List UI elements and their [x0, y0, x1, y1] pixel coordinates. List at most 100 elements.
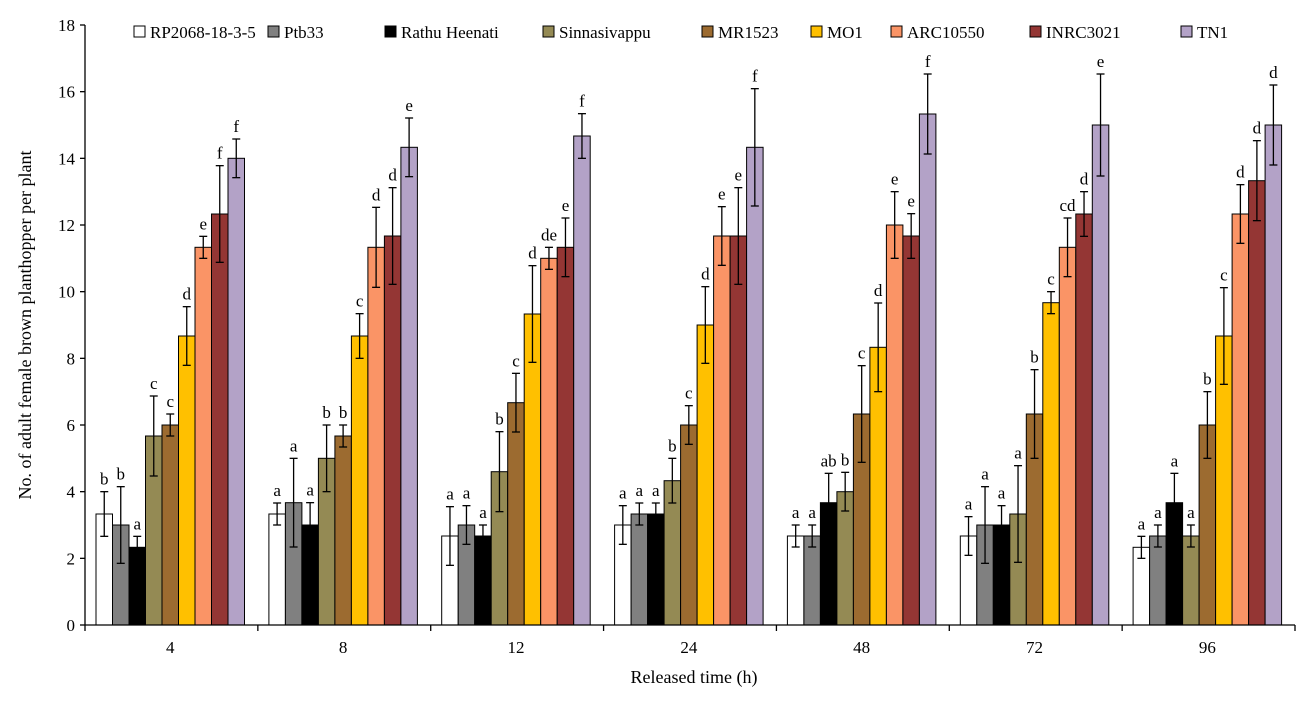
error-bar-mr1523-72 [1030, 369, 1039, 459]
y-tick-label: 12 [58, 216, 75, 235]
bar-sinnasivappu-48 [836, 491, 854, 626]
bar-rp2068-18-3-5-8 [268, 513, 286, 626]
error-bar-inrc3021-4 [215, 165, 224, 263]
significance-label: a [290, 436, 298, 455]
error-bar-sinnasivappu-4 [149, 395, 158, 477]
significance-label: a [306, 481, 314, 500]
y-axis-title: No. of adult female brown planthopper pe… [15, 151, 35, 500]
bar-inrc3021-96 [1248, 180, 1266, 626]
legend-swatch [1029, 25, 1042, 38]
bar-tn1-48 [918, 113, 937, 626]
legend-item-arc10550: ARC10550 [890, 23, 984, 42]
significance-label: b [117, 465, 126, 484]
error-bar-mo1-48 [874, 302, 883, 393]
bar-mr1523-4 [161, 424, 179, 626]
x-tick-label: 4 [166, 638, 175, 657]
error-bar-sinnasivappu-24 [668, 457, 677, 504]
legend-label: TN1 [1197, 23, 1228, 42]
bar-arc10550-12 [540, 257, 558, 626]
legend-item-tn1: TN1 [1180, 23, 1228, 42]
x-tick-label: 12 [507, 638, 524, 657]
bar-mo1-24 [696, 324, 715, 626]
bar-arc10550-48 [885, 224, 904, 626]
error-bar-tn1-96 [1269, 84, 1278, 166]
y-tick-label: 0 [67, 616, 76, 635]
error-bar-ptb33-12 [462, 505, 471, 545]
error-bar-sinnasivappu-48 [841, 471, 850, 512]
significance-label: d [528, 244, 537, 263]
y-tick-label: 4 [67, 483, 76, 502]
legend-item-inrc3021: INRC3021 [1029, 23, 1121, 42]
error-bar-tn1-4 [232, 138, 241, 179]
bar-arc10550-8 [367, 246, 385, 626]
y-tick-label: 6 [67, 416, 76, 435]
significance-label: d [1253, 119, 1262, 138]
bar-tn1-4 [227, 157, 245, 626]
error-bar-tn1-8 [405, 117, 414, 178]
legend-swatch [384, 25, 397, 38]
significance-label: f [925, 52, 931, 71]
x-axis-title: Released time (h) [631, 667, 758, 688]
legend-label: ARC10550 [907, 23, 984, 42]
bar-inrc3021-72 [1075, 213, 1093, 626]
bar-tn1-72 [1091, 124, 1110, 626]
error-bar-rathu-heenati-24 [651, 502, 660, 526]
error-bar-mr1523-24 [684, 405, 693, 445]
bar-arc10550-4 [194, 246, 212, 626]
bar-rathu-heenati-24 [647, 513, 665, 626]
legend-item-mr1523: MR1523 [701, 23, 778, 42]
error-bar-ptb33-48 [808, 524, 817, 548]
significance-label: d [183, 285, 192, 304]
legend-item-rp2068-18-3-5: RP2068-18-3-5 [133, 23, 256, 42]
error-bar-rp2068-18-3-5-72 [964, 516, 973, 556]
error-bar-mr1523-96 [1203, 391, 1212, 459]
significance-label: a [652, 481, 660, 500]
error-bar-rp2068-18-3-5-24 [618, 505, 627, 545]
significance-label: d [1269, 63, 1278, 82]
bar-inrc3021-24 [729, 235, 748, 626]
legend-label: Rathu Heenati [401, 23, 499, 42]
significance-label: c [858, 344, 866, 363]
y-tick-label: 8 [67, 349, 76, 368]
error-bar-mr1523-4 [166, 413, 175, 437]
x-tick-label: 8 [339, 638, 348, 657]
significance-label: a [808, 503, 816, 522]
error-bar-arc10550-24 [717, 206, 726, 266]
bar-ptb33-96 [1149, 535, 1167, 626]
x-tick-label: 48 [853, 638, 870, 657]
error-bar-ptb33-96 [1153, 524, 1162, 548]
significance-label: a [273, 481, 281, 500]
error-bar-ptb33-72 [981, 486, 990, 564]
significance-label: a [1154, 503, 1162, 522]
error-bar-mo1-24 [701, 286, 710, 364]
error-bar-sinnasivappu-12 [495, 431, 504, 513]
significance-label: e [891, 170, 899, 189]
legend-label: Ptb33 [284, 23, 324, 42]
legend-swatch [267, 25, 280, 38]
legend-item-mo1: MO1 [810, 23, 863, 42]
error-bar-ptb33-8 [289, 457, 298, 548]
significance-label: c [166, 392, 174, 411]
significance-label: a [998, 484, 1006, 503]
legend-item-ptb33: Ptb33 [267, 23, 324, 42]
legend-item-rathu-heenati: Rathu Heenati [384, 23, 499, 42]
error-bar-sinnasivappu-96 [1186, 524, 1195, 548]
legend-label: RP2068-18-3-5 [150, 23, 256, 42]
bar-sinnasivappu-96 [1182, 535, 1200, 626]
significance-label: a [981, 465, 989, 484]
significance-label: d [1080, 170, 1089, 189]
error-bar-arc10550-48 [890, 191, 899, 259]
bar-rp2068-18-3-5-48 [786, 535, 805, 626]
legend-swatch [810, 25, 823, 38]
significance-label: f [579, 92, 585, 111]
significance-label: a [1187, 503, 1195, 522]
significance-label: a [479, 503, 487, 522]
significance-label: c [150, 374, 158, 393]
bars-layer [95, 113, 1283, 626]
legend-label: INRC3021 [1046, 23, 1121, 42]
error-bar-inrc3021-48 [907, 213, 916, 259]
significance-label: b [495, 410, 504, 429]
legend-swatch [701, 25, 714, 38]
significance-label: d [1236, 163, 1245, 182]
